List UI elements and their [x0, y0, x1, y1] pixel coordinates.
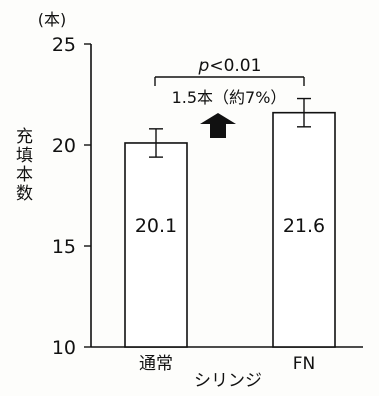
p-symbol: p	[198, 56, 210, 76]
p-threshold: <0.01	[209, 56, 261, 76]
bar-fn	[272, 111, 336, 348]
difference-label: 1.5本（約7%）	[172, 88, 287, 107]
significance-bracket: p<0.01 1.5本（約7%）	[154, 56, 305, 107]
bars: 20.1 通常 21.6 FN	[124, 97, 336, 374]
y-unit-label: (本)	[38, 10, 67, 29]
y-tick-label: 25	[52, 34, 76, 56]
p-value-label: p<0.01	[198, 56, 262, 76]
y-tick-label: 15	[52, 236, 76, 258]
y-tick-label: 10	[52, 337, 76, 359]
x-axis-title: シリンジ	[194, 371, 262, 391]
bar-value-label: 21.6	[283, 215, 325, 237]
x-category-label: FN	[293, 354, 316, 374]
x-category-label: 通常	[139, 354, 173, 374]
y-tick-label: 20	[52, 135, 76, 157]
y-ticks: 10 15 20 25	[52, 34, 91, 359]
bar-value-label: 20.1	[135, 215, 177, 237]
y-axis-title: 充填本数	[12, 127, 33, 203]
up-arrow-icon	[200, 113, 236, 138]
bar-normal	[124, 142, 188, 348]
